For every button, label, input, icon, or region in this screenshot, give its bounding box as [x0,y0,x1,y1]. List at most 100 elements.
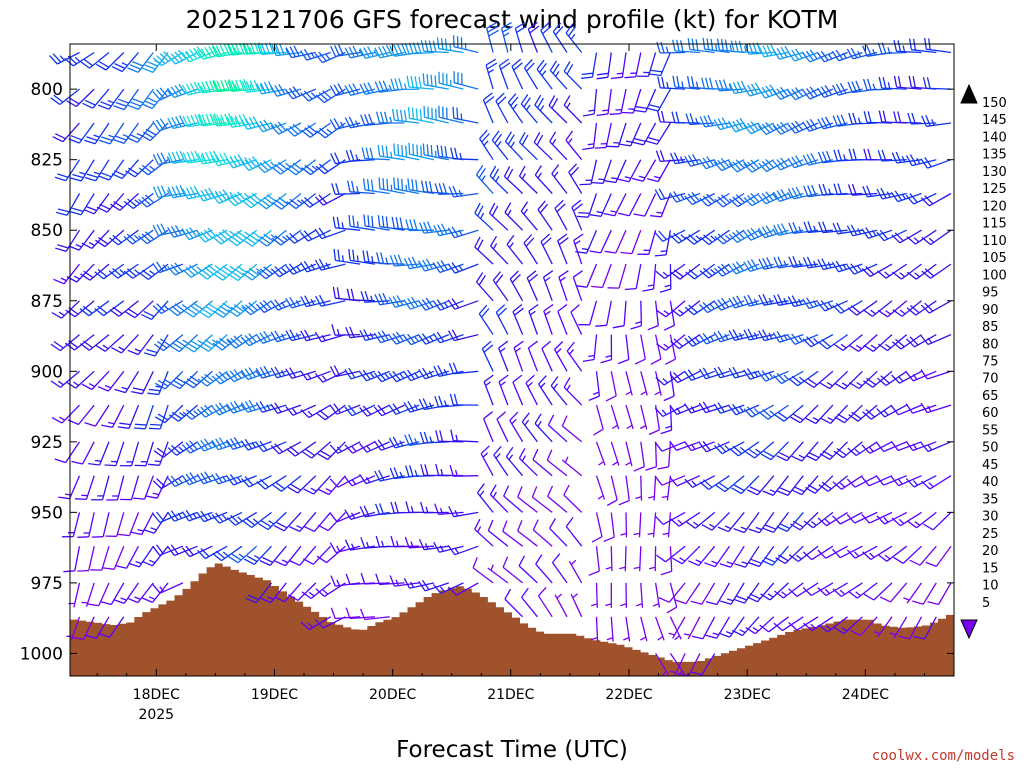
wind-barb [757,225,789,239]
wind-barb [634,334,646,365]
wind-barb [359,404,390,417]
x-tick-label: 18DEC [133,687,180,703]
wind-barb [84,122,110,145]
wind-barb [905,475,937,488]
wind-barb [907,511,937,529]
wind-barb [270,402,302,415]
wind-barb [114,370,140,394]
wind-barb [804,370,834,389]
wind-barb [344,539,376,551]
y-tick-label: 975 [31,574,63,594]
wind-barb [474,518,494,547]
wind-barb [374,44,405,59]
wind-barb [196,227,228,243]
wind-barb [535,554,553,584]
wind-barb [788,222,819,235]
wind-barb [669,191,701,203]
wind-barb [271,229,302,246]
wind-barb [434,183,464,195]
wind-barb [241,475,272,488]
wind-barb [211,43,243,58]
wind-barb [106,475,125,501]
wind-barb [317,441,346,461]
wind-barb [802,545,834,561]
wind-barb [504,202,524,231]
wind-barb [108,229,139,246]
y-tick-label: 925 [31,433,63,453]
wind-barb [746,582,775,603]
wind-barb [787,186,819,200]
wind-barb [300,404,331,419]
wind-barb [648,475,657,501]
wind-barb [848,334,878,352]
wind-barb [713,158,745,172]
wind-barb [670,263,701,280]
wind-barb [876,511,908,525]
wind-barb [759,616,789,633]
wind-barb [314,370,346,383]
wind-barb [420,180,449,195]
wind-barb [690,582,716,605]
x-tick-label: 22DEC [605,687,652,703]
wind-barb [211,472,243,485]
wind-barb [893,40,922,54]
wind-barb [138,229,169,245]
wind-barb [890,475,922,487]
wind-barb [802,152,834,166]
wind-barb [257,192,287,210]
wind-barb [760,582,789,601]
wind-barb [660,546,673,576]
wind-barb [762,512,790,534]
wind-barb [300,260,331,273]
wind-barb [388,331,420,345]
wind-barb [404,536,435,549]
wind-barb [127,52,154,73]
colorbar-label: 90 [982,303,999,318]
colorbar-label: 105 [982,251,1007,266]
y-tick-label: 1000 [20,644,63,664]
wind-barb [182,81,213,96]
credit-text[interactable]: coolwx.com/models [872,748,1015,764]
wind-barb [507,93,524,124]
wind-barb [817,300,848,312]
wind-barb [517,520,538,547]
wind-barb [111,52,139,73]
wind-barb [557,233,569,265]
wind-barb [578,300,598,326]
wind-barb [74,475,95,501]
wind-barb [537,586,553,618]
wind-barb [359,369,390,382]
wind-barb [847,441,878,457]
wind-barb [619,546,627,572]
y-tick-label: 950 [31,503,63,523]
wind-barb [436,37,464,54]
wind-barb [662,512,672,538]
wind-barb [474,202,494,231]
wind-barb [685,511,716,529]
wind-barb [270,263,302,278]
wind-barb [534,413,553,443]
wind-barb [552,22,568,53]
wind-barb [558,270,569,302]
wind-barb [212,113,243,127]
colorbar-label: 125 [982,182,1007,197]
wind-barb [472,557,494,584]
wind-barb [803,511,834,529]
wind-barb [591,263,612,289]
colorbar-top-arrow [960,83,978,104]
wind-barb [348,249,375,265]
colorbar-label: 120 [982,199,1007,214]
wind-barb [743,404,775,418]
wind-barb [475,164,494,194]
colorbar-label: 135 [982,148,1007,163]
wind-barb [125,159,154,178]
wind-barb [563,484,583,513]
wind-barb [718,616,745,638]
wind-barb [561,415,583,443]
wind-barb [418,398,449,411]
wind-barb [593,404,604,436]
wind-barb [610,404,620,430]
wind-barb [617,334,630,365]
wind-barb [666,582,678,614]
